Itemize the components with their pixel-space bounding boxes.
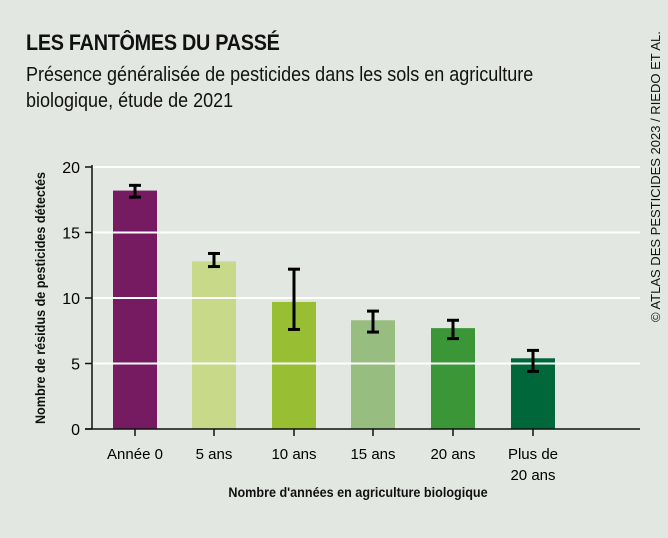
x-axis-label: Nombre d'années en agriculture biologiqu… [228,484,488,500]
chart-subtitle: Présence généralisée de pesticides dans … [26,64,534,112]
bar [431,328,475,429]
y-tick-label: 15 [62,226,80,243]
y-tick-label: 5 [71,357,80,374]
bar [351,320,395,429]
y-tick-label: 0 [71,422,80,439]
x-tick-label: 15 ans [350,446,395,463]
x-tick-label: 20 ans [510,467,555,484]
x-tick-label: 20 ans [430,446,475,463]
y-axis-label: Nombre de résidus de pesticides détectés [32,171,48,425]
y-tick-label: 10 [62,291,80,308]
x-tick-label: 10 ans [271,446,316,463]
x-tick-label: 5 ans [196,446,233,463]
x-tick-label: Plus de [508,446,558,463]
bar [113,190,157,429]
y-tick-label: 20 [62,160,80,177]
chart-title: LES FANTÔMES DU PASSÉ [26,30,280,55]
x-tick-label: Année 0 [107,446,163,463]
bar [192,261,236,429]
